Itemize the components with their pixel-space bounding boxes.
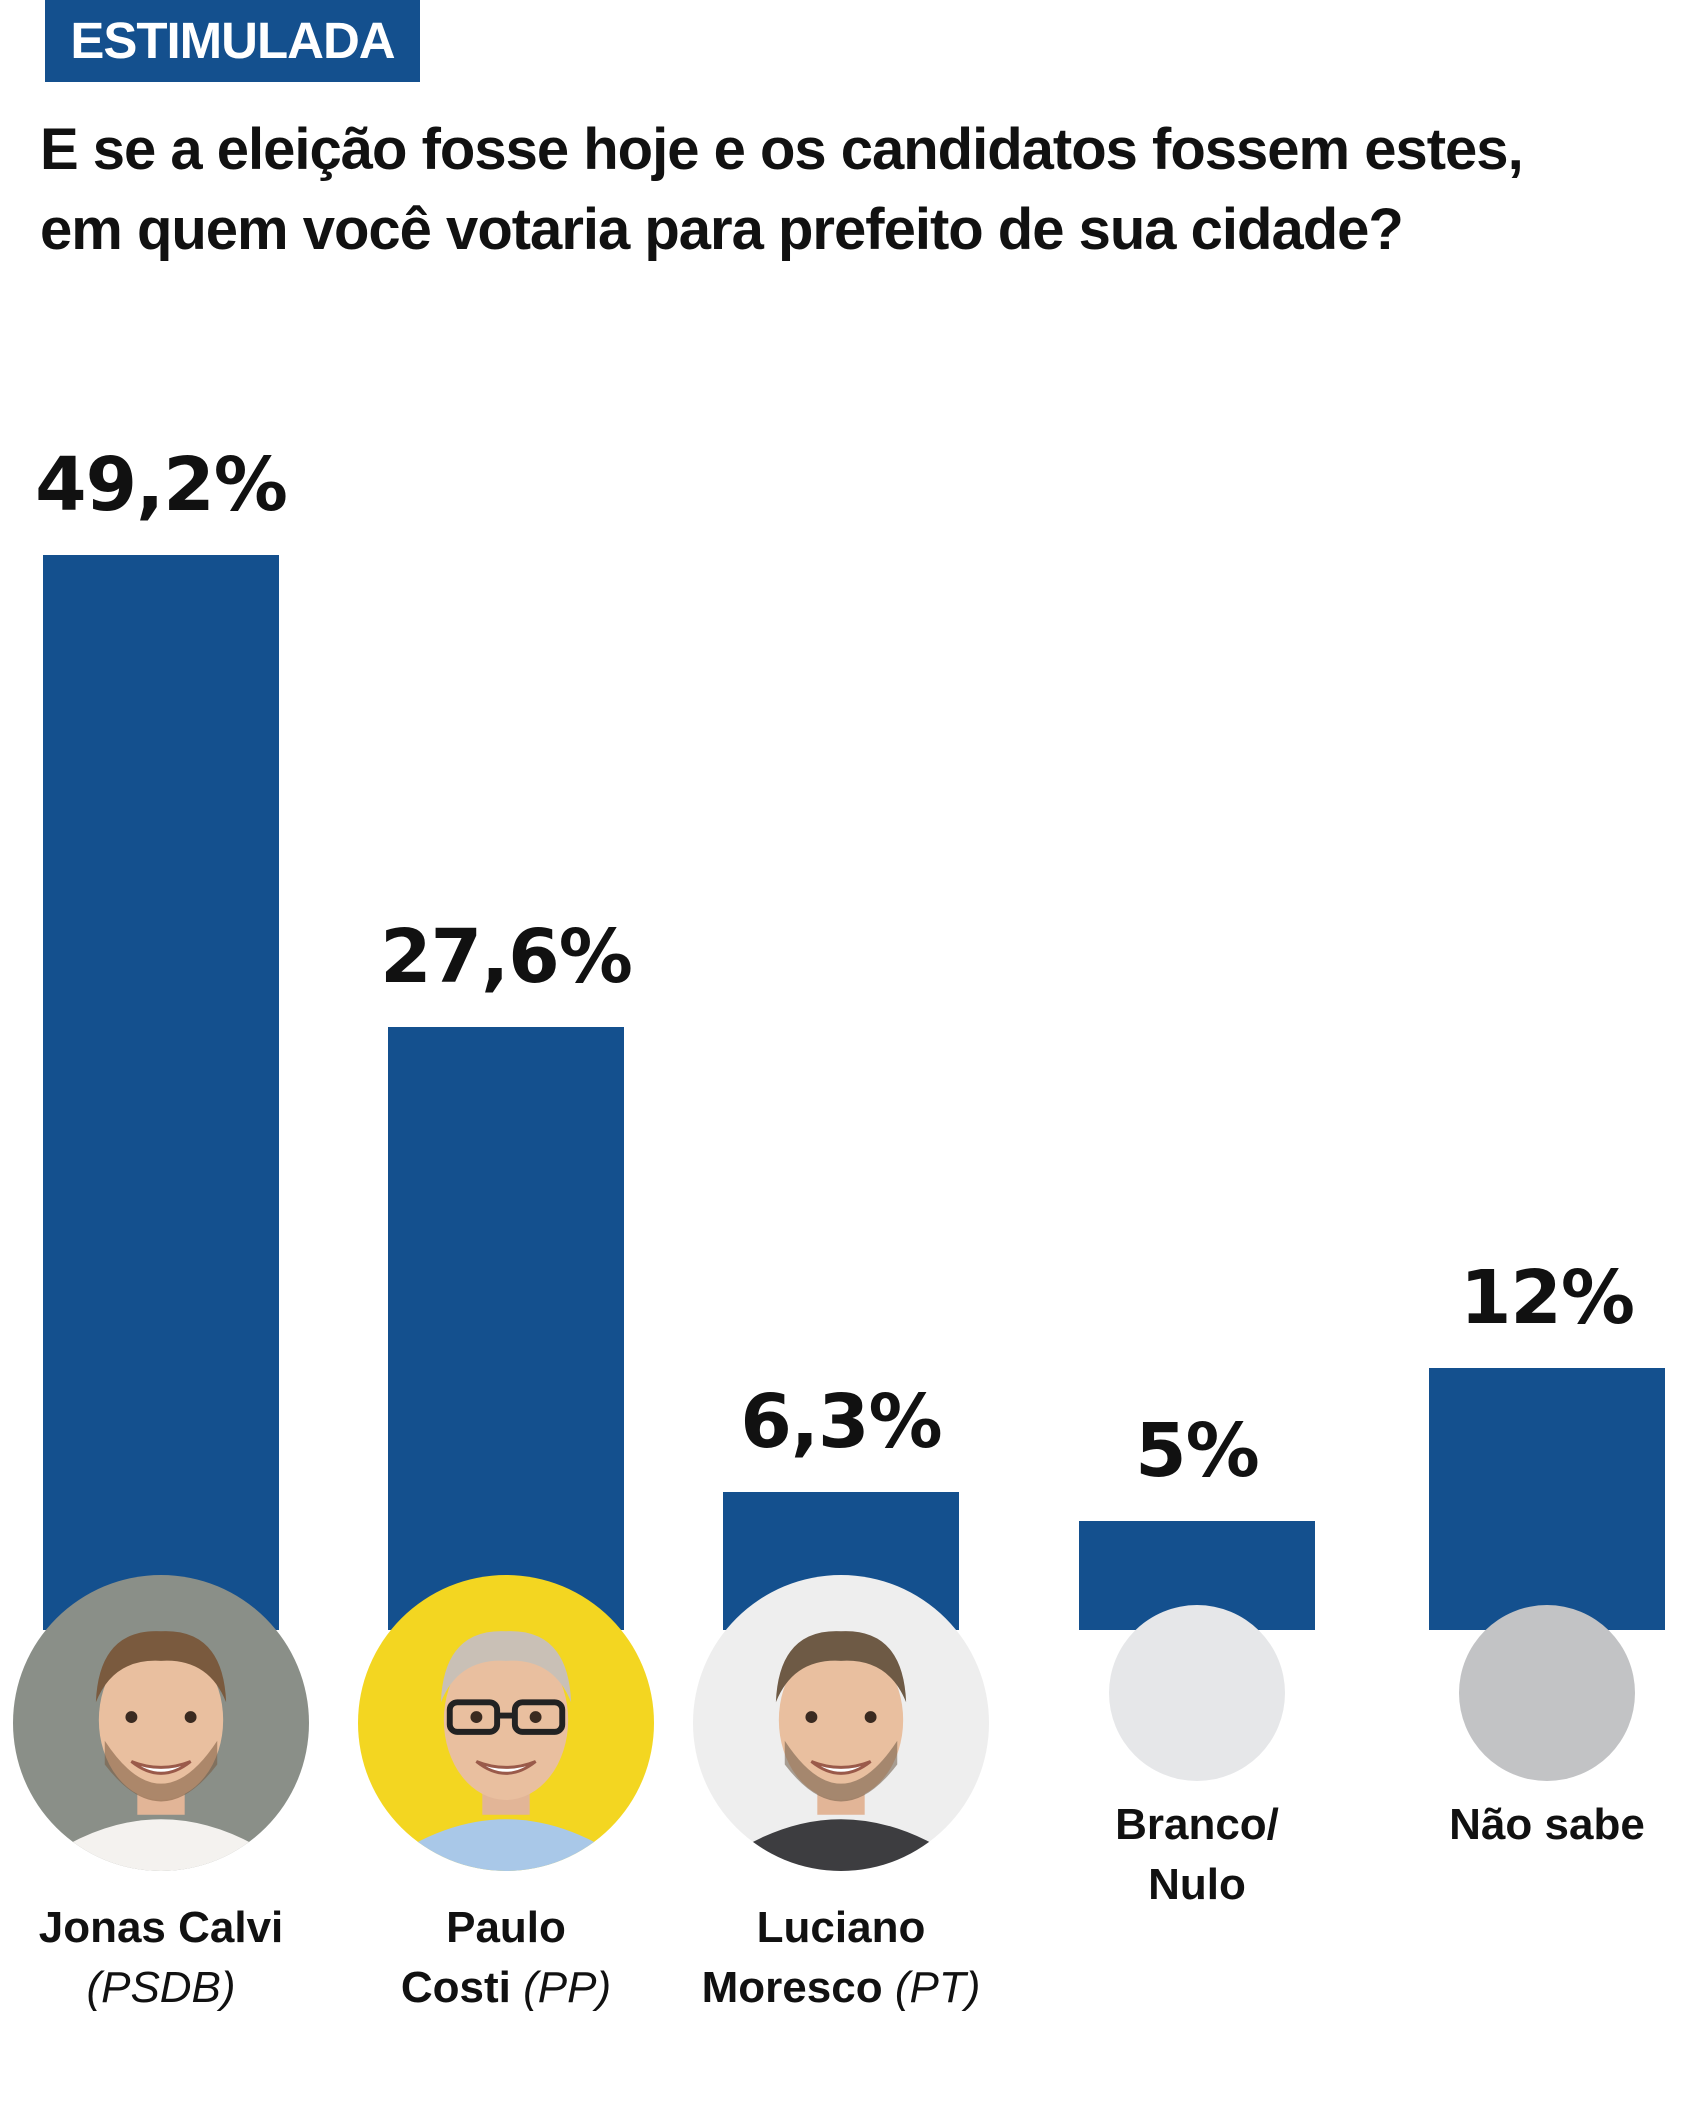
candidate-photo-icon bbox=[358, 1575, 654, 1871]
bar-5 bbox=[1429, 1367, 1665, 1630]
candidate-name-line: Não sabe bbox=[1367, 1795, 1684, 1855]
question-line-1: E se a eleição fosse hoje e os candidato… bbox=[40, 117, 1524, 182]
placeholder-circle-5 bbox=[1459, 1605, 1635, 1781]
candidate-photo-icon bbox=[693, 1575, 989, 1871]
candidate-name: Jonas Calvi bbox=[38, 1903, 284, 1952]
candidate-name: Branco/ bbox=[1115, 1800, 1279, 1849]
candidate-name: Não sabe bbox=[1449, 1800, 1645, 1849]
candidate-party: (PT) bbox=[894, 1963, 981, 2012]
question-line-2: em quem você votaria para prefeito de su… bbox=[40, 197, 1404, 262]
candidate-party: (PSDB) bbox=[86, 1963, 236, 2012]
value-label-3: 6,3% bbox=[740, 1379, 942, 1466]
candidate-name: Luciano bbox=[756, 1903, 926, 1952]
value-label-2: 27,6% bbox=[380, 914, 633, 1001]
candidate-name-line: Branco/ bbox=[1017, 1795, 1377, 1855]
candidate-name-line: Nulo bbox=[1017, 1855, 1377, 1915]
candidate-party: (PP) bbox=[523, 1963, 612, 2012]
category-label-1: Jonas Calvi (PSDB) bbox=[0, 1898, 341, 2018]
candidate-photo-icon bbox=[13, 1575, 309, 1871]
value-label-1: 49,2% bbox=[35, 442, 288, 529]
category-tag: ESTIMULADA bbox=[45, 0, 420, 82]
bar-1 bbox=[43, 555, 279, 1630]
category-label-4: Branco/Nulo bbox=[1017, 1795, 1377, 1915]
candidate-name-line: Paulo bbox=[326, 1898, 686, 1958]
candidate-name: Paulo bbox=[446, 1903, 566, 1952]
chart-question: E se a eleição fosse hoje e os candidato… bbox=[40, 110, 1660, 270]
candidate-name-line: Luciano bbox=[661, 1898, 1021, 1958]
category-label-2: Paulo Costi (PP) bbox=[326, 1898, 686, 2018]
placeholder-circle-4 bbox=[1109, 1605, 1285, 1781]
candidate-name-line: Costi (PP) bbox=[326, 1958, 686, 2018]
candidate-name: Moresco bbox=[701, 1963, 883, 2012]
bar-2 bbox=[388, 1027, 624, 1630]
category-label-5: Não sabe bbox=[1367, 1795, 1684, 1855]
candidate-name: Nulo bbox=[1148, 1860, 1246, 1909]
value-label-4: 5% bbox=[1135, 1407, 1260, 1494]
category-label-3: Luciano Moresco (PT) bbox=[661, 1898, 1021, 2018]
value-label-5: 12% bbox=[1459, 1254, 1635, 1341]
candidate-name: Costi bbox=[400, 1963, 511, 2012]
candidate-name-line: Moresco (PT) bbox=[661, 1958, 1021, 2018]
